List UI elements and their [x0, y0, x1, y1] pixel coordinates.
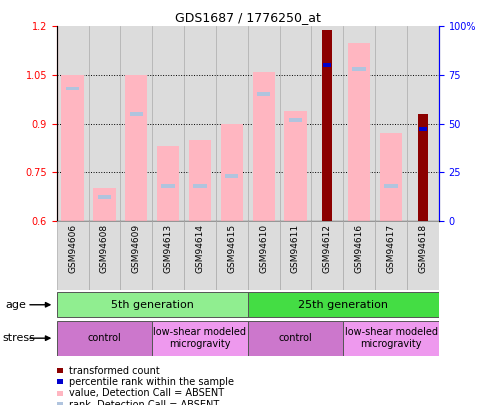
Text: percentile rank within the sample: percentile rank within the sample — [69, 377, 234, 387]
Bar — [407, 221, 439, 290]
Bar — [152, 221, 184, 290]
Text: GSM94606: GSM94606 — [68, 224, 77, 273]
Bar — [252, 72, 275, 221]
Text: transformed count: transformed count — [69, 366, 160, 375]
Bar — [312, 221, 343, 290]
Bar — [375, 221, 407, 290]
Bar — [380, 133, 402, 221]
Text: age: age — [5, 300, 26, 310]
Text: 25th generation: 25th generation — [298, 300, 388, 310]
Bar — [57, 292, 247, 318]
Bar — [93, 188, 115, 221]
Text: low-shear modeled
microgravity: low-shear modeled microgravity — [153, 327, 246, 349]
Bar — [247, 292, 439, 318]
Bar — [322, 30, 332, 221]
Bar — [152, 321, 247, 356]
Bar — [125, 75, 147, 221]
Bar — [247, 221, 280, 290]
Bar — [418, 114, 428, 221]
Bar — [193, 184, 207, 188]
Bar — [62, 75, 84, 221]
Bar — [385, 184, 398, 188]
Bar — [152, 26, 184, 221]
Bar — [289, 118, 302, 122]
Bar — [280, 221, 312, 290]
Text: stress: stress — [2, 333, 35, 343]
Bar — [130, 112, 143, 116]
Bar — [157, 146, 179, 221]
Bar — [98, 196, 111, 199]
Bar — [57, 321, 152, 356]
Bar — [257, 92, 270, 96]
Bar — [57, 26, 89, 221]
Bar — [247, 321, 343, 356]
Text: GSM94616: GSM94616 — [354, 224, 364, 273]
Text: GSM94608: GSM94608 — [100, 224, 109, 273]
Bar — [216, 221, 247, 290]
Bar — [323, 63, 331, 67]
Bar — [216, 26, 247, 221]
Bar — [375, 26, 407, 221]
Text: GSM94618: GSM94618 — [419, 224, 427, 273]
Bar — [184, 26, 216, 221]
Text: GSM94609: GSM94609 — [132, 224, 141, 273]
Text: GSM94615: GSM94615 — [227, 224, 236, 273]
Text: GSM94611: GSM94611 — [291, 224, 300, 273]
Bar — [247, 26, 280, 221]
Text: 5th generation: 5th generation — [111, 300, 194, 310]
Text: control: control — [88, 333, 121, 343]
Bar — [89, 26, 120, 221]
Bar — [352, 67, 366, 71]
Bar — [343, 221, 375, 290]
Bar — [284, 111, 307, 221]
Title: GDS1687 / 1776250_at: GDS1687 / 1776250_at — [175, 11, 320, 24]
Bar — [89, 221, 120, 290]
Bar — [57, 221, 89, 290]
Bar — [348, 43, 370, 221]
Text: value, Detection Call = ABSENT: value, Detection Call = ABSENT — [69, 388, 224, 398]
Bar — [312, 26, 343, 221]
Text: GSM94614: GSM94614 — [195, 224, 205, 273]
Bar — [221, 124, 243, 221]
Text: rank, Detection Call = ABSENT: rank, Detection Call = ABSENT — [69, 400, 219, 405]
Bar — [343, 321, 439, 356]
Bar — [120, 26, 152, 221]
Bar — [184, 221, 216, 290]
Text: GSM94617: GSM94617 — [387, 224, 395, 273]
Bar — [66, 87, 79, 90]
Text: GSM94613: GSM94613 — [164, 224, 173, 273]
Bar — [280, 26, 312, 221]
Bar — [343, 26, 375, 221]
Bar — [419, 128, 427, 131]
Text: GSM94610: GSM94610 — [259, 224, 268, 273]
Text: control: control — [279, 333, 313, 343]
Bar — [120, 221, 152, 290]
Text: GSM94612: GSM94612 — [323, 224, 332, 273]
Bar — [225, 174, 239, 178]
Text: low-shear modeled
microgravity: low-shear modeled microgravity — [345, 327, 437, 349]
Bar — [189, 140, 211, 221]
Bar — [407, 26, 439, 221]
Bar — [161, 184, 175, 188]
